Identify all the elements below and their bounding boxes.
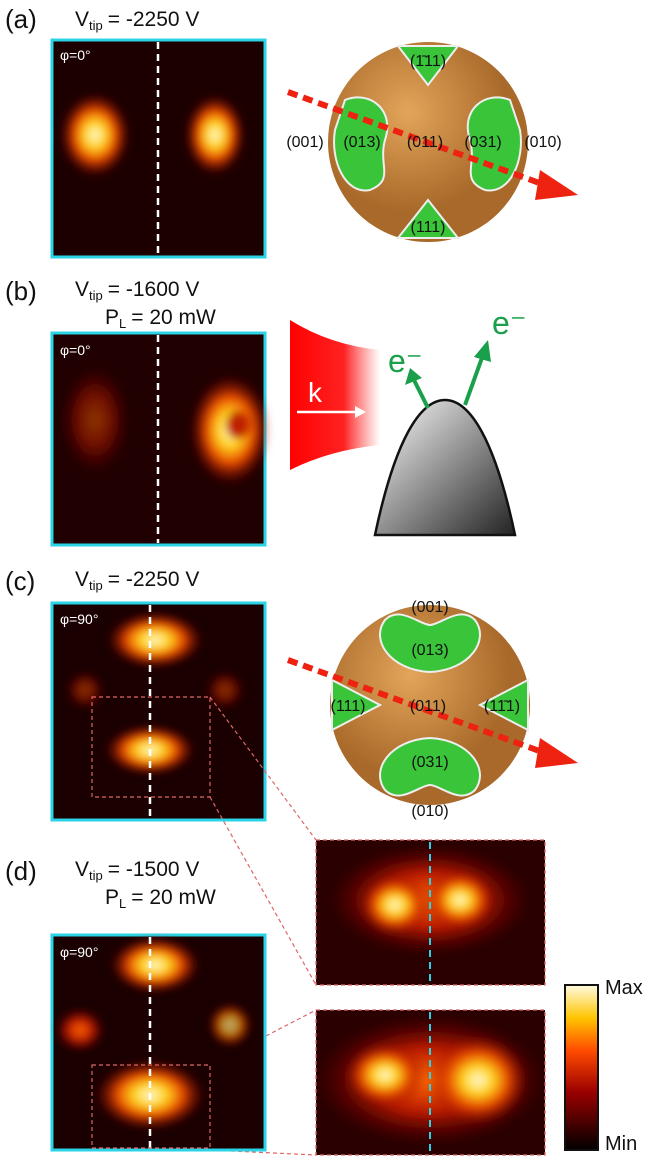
facet: (010) bbox=[411, 803, 448, 820]
arrow bbox=[463, 354, 485, 406]
zoom-heatmap bbox=[315, 839, 546, 986]
facet: (031) bbox=[411, 754, 448, 771]
facet: (001) bbox=[286, 134, 323, 151]
wavevector: k bbox=[308, 377, 323, 408]
colorbar-max: Max bbox=[605, 977, 643, 999]
arrow bbox=[355, 406, 366, 418]
heatmap bbox=[50, 331, 270, 547]
arrow bbox=[474, 340, 491, 362]
electron: e⁻ bbox=[492, 305, 527, 341]
angle: φ=0° bbox=[60, 342, 91, 358]
power: PL = 20 mW bbox=[105, 306, 216, 331]
facet: (031) bbox=[464, 134, 501, 151]
electron: e⁻ bbox=[388, 343, 423, 379]
facet: (013) bbox=[411, 642, 448, 659]
facet: (010) bbox=[524, 134, 561, 151]
colorbar bbox=[564, 984, 599, 1151]
voltage: Vtip = -2250 V bbox=[75, 568, 199, 593]
crystal-sphere bbox=[286, 42, 578, 242]
power: PL = 20 mW bbox=[105, 886, 216, 911]
laser-beam bbox=[290, 320, 380, 470]
panel-label: (a) bbox=[5, 4, 37, 34]
facet: (001) bbox=[411, 599, 448, 616]
angle: φ=0° bbox=[60, 47, 91, 63]
facet: (011) bbox=[407, 134, 443, 151]
colorbar-min: Min bbox=[605, 1133, 637, 1155]
panel-label: (b) bbox=[5, 276, 37, 306]
arrow bbox=[412, 379, 430, 409]
facet: (1̄11) bbox=[410, 53, 446, 70]
heatmap bbox=[50, 38, 267, 259]
voltage: Vtip = -1600 V bbox=[75, 278, 199, 303]
panel-label: (d) bbox=[5, 856, 37, 886]
facet: (11̄1) bbox=[484, 698, 520, 715]
facet: (111) bbox=[411, 219, 446, 236]
tip bbox=[373, 398, 517, 537]
voltage: Vtip = -1500 V bbox=[75, 858, 199, 883]
facet: (111) bbox=[331, 698, 366, 715]
facet: (013) bbox=[343, 134, 380, 151]
voltage: Vtip = -2250 V bbox=[75, 8, 199, 33]
zoom-heatmap bbox=[315, 1009, 546, 1156]
crystal-sphere bbox=[286, 605, 578, 805]
arrow bbox=[405, 368, 422, 385]
heatmap bbox=[50, 601, 267, 822]
angle: φ=90° bbox=[60, 611, 98, 627]
facet: (011) bbox=[410, 698, 446, 715]
panel-label: (c) bbox=[5, 566, 35, 596]
angle: φ=90° bbox=[60, 944, 98, 960]
heatmap bbox=[50, 933, 267, 1152]
